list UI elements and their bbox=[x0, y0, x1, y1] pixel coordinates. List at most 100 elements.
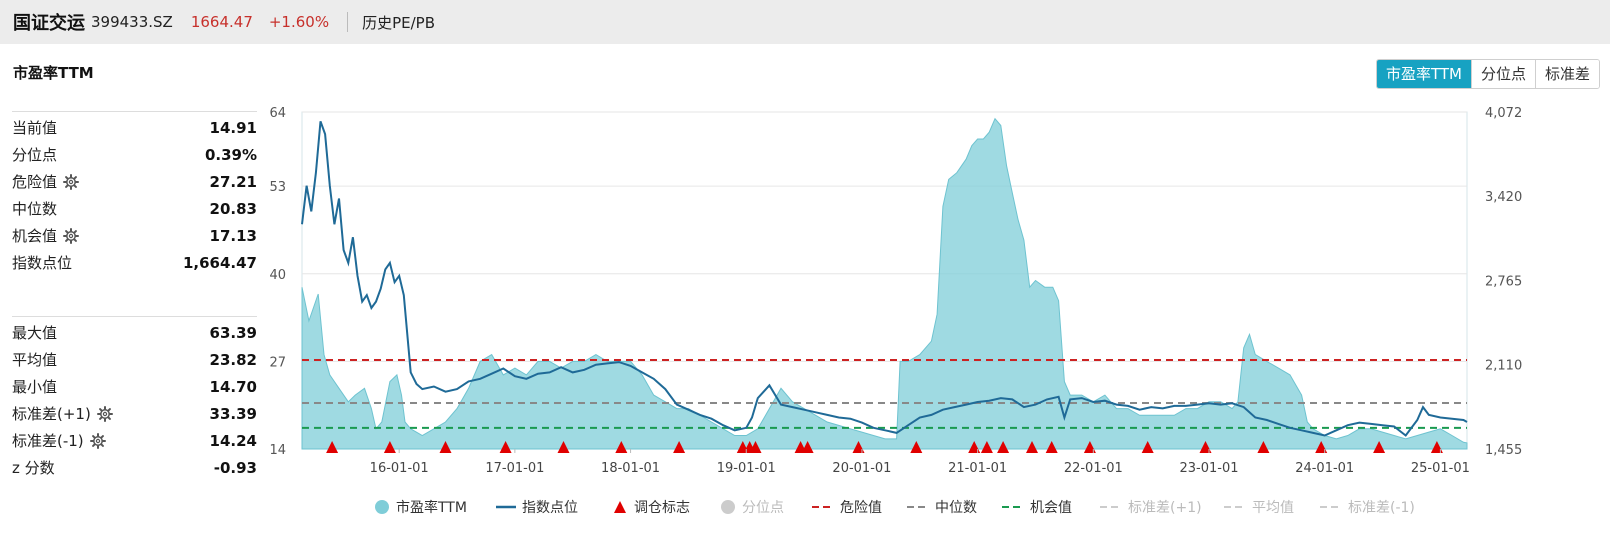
tab-percentile[interactable]: 分位点 bbox=[1470, 60, 1535, 88]
chart-subtitle: 市盈率TTM bbox=[13, 64, 94, 82]
index-code: 399433.SZ bbox=[91, 13, 173, 31]
index-name: 国证交运 bbox=[13, 13, 85, 34]
stats-panel-bottom: 最大值 63.39 平均值 23.82 最小值 14.70 标准差(+1) 33.39 标准差(… bbox=[12, 316, 257, 481]
circle-legend-icon bbox=[375, 500, 389, 514]
stat-row: 指数点位 1,664.47 bbox=[12, 249, 257, 276]
dash-legend-icon bbox=[812, 506, 834, 508]
legend-item[interactable]: 指数点位 bbox=[496, 497, 578, 517]
stat-row: 最小值 14.70 bbox=[12, 373, 257, 400]
stat-value: 14.91 bbox=[209, 118, 257, 137]
legend-label: 指数点位 bbox=[522, 500, 578, 516]
rebalance-marker bbox=[557, 441, 570, 453]
stat-label: 最大值 bbox=[12, 322, 57, 343]
metric-tabs: 市盈率TTM 分位点 标准差 bbox=[1375, 59, 1600, 89]
x-tick-label: 23-01-01 bbox=[1180, 461, 1239, 476]
rebalance-marker bbox=[749, 441, 762, 453]
stat-row: 机会值 17.13 bbox=[12, 222, 257, 249]
legend-item[interactable]: 危险值 bbox=[812, 497, 882, 517]
dash-legend-icon bbox=[1224, 506, 1246, 508]
stat-label-text: 当前值 bbox=[12, 119, 58, 137]
rebalance-marker bbox=[1141, 441, 1154, 453]
stat-value: 17.13 bbox=[209, 226, 257, 245]
rebalance-marker bbox=[1026, 441, 1038, 453]
triangle-legend-icon bbox=[614, 501, 626, 513]
y-left-tick-label: 64 bbox=[269, 106, 286, 121]
y-right-tick-label: 4,072 bbox=[1485, 106, 1522, 121]
index-line bbox=[301, 120, 1468, 437]
circle-legend-icon bbox=[721, 500, 735, 514]
x-tick-label: 16-01-01 bbox=[370, 461, 429, 476]
rebalance-marker bbox=[383, 441, 396, 453]
stat-row: 标准差(-1) 14.24 bbox=[12, 427, 257, 454]
rebalance-marker bbox=[615, 441, 628, 453]
legend-item[interactable]: 分位点 bbox=[720, 497, 784, 517]
stat-row: 中位数 20.83 bbox=[12, 195, 257, 222]
legend-label: 平均值 bbox=[1252, 500, 1294, 516]
legend-item[interactable]: 调仓标志 bbox=[612, 497, 690, 517]
legend-item[interactable]: 机会值 bbox=[1002, 497, 1072, 517]
stat-label: 标准差(+1) bbox=[12, 403, 113, 424]
legend-label: 分位点 bbox=[742, 500, 784, 516]
rebalance-marker bbox=[499, 441, 512, 453]
stat-label: 机会值 bbox=[12, 225, 80, 246]
stats-divider bbox=[12, 111, 257, 112]
legend-item[interactable]: 平均值 bbox=[1224, 497, 1294, 517]
tab-pe-ttm[interactable]: 市盈率TTM bbox=[1376, 60, 1471, 88]
rebalance-marker bbox=[997, 441, 1010, 453]
gear-icon[interactable] bbox=[89, 432, 106, 449]
chart-legend: 市盈率TTM 指数点位 调仓标志 分位点 危险值 中位数 机会值 标准差(+1) 平均值 标准差(… bbox=[0, 497, 1610, 519]
stat-value: -0.93 bbox=[213, 458, 257, 477]
stat-value: 63.39 bbox=[209, 323, 257, 342]
x-tick-label: 18-01-01 bbox=[601, 461, 660, 476]
gear-icon[interactable] bbox=[63, 227, 80, 244]
stat-value: 14.70 bbox=[209, 377, 257, 396]
x-tick-label: 17-01-01 bbox=[485, 461, 544, 476]
x-tick-label: 21-01-01 bbox=[948, 461, 1007, 476]
stat-label-text: 平均值 bbox=[12, 351, 58, 369]
legend-label: 中位数 bbox=[935, 500, 977, 516]
legend-label: 危险值 bbox=[840, 500, 882, 516]
x-tick-label: 20-01-01 bbox=[832, 461, 891, 476]
legend-item[interactable]: 市盈率TTM bbox=[374, 497, 467, 517]
stat-value: 0.39% bbox=[204, 145, 257, 164]
gear-icon[interactable] bbox=[96, 405, 113, 422]
legend-label: 标准差(+1) bbox=[1128, 500, 1202, 516]
gear-icon[interactable] bbox=[63, 173, 80, 190]
dash-legend-icon bbox=[1320, 506, 1342, 508]
rebalance-marker bbox=[1257, 441, 1270, 453]
dash-legend-icon bbox=[1100, 506, 1122, 508]
rebalance-marker bbox=[980, 441, 993, 453]
rebalance-marker bbox=[439, 441, 452, 453]
stat-label-text: z 分数 bbox=[12, 459, 55, 477]
legend-label: 标准差(-1) bbox=[1348, 500, 1415, 516]
section-title[interactable]: 历史PE/PB bbox=[362, 13, 436, 32]
legend-label: 机会值 bbox=[1030, 500, 1072, 516]
rebalance-marker bbox=[910, 441, 923, 453]
stats-divider bbox=[12, 316, 257, 317]
legend-item[interactable]: 中位数 bbox=[907, 497, 977, 517]
legend-item[interactable]: 标准差(-1) bbox=[1320, 497, 1415, 517]
dash-legend-icon bbox=[907, 506, 929, 508]
y-right-tick-label: 1,455 bbox=[1485, 443, 1522, 458]
tab-std-dev[interactable]: 标准差 bbox=[1534, 60, 1599, 88]
stat-label: 危险值 bbox=[12, 171, 80, 192]
stat-row: 最大值 63.39 bbox=[12, 319, 257, 346]
x-tick-label: 25-01-01 bbox=[1411, 461, 1470, 476]
stat-label: 指数点位 bbox=[12, 252, 72, 273]
stat-label-text: 最大值 bbox=[12, 324, 58, 342]
rebalance-marker bbox=[1199, 441, 1212, 453]
stat-value: 1,664.47 bbox=[182, 253, 257, 272]
stat-label-text: 中位数 bbox=[12, 200, 58, 218]
stats-panel-top: 当前值 14.91 分位点 0.39% 危险值 27.21 中位数 20.83 机会值 17.13… bbox=[12, 111, 257, 276]
legend-item[interactable]: 标准差(+1) bbox=[1100, 497, 1202, 517]
divider bbox=[347, 12, 349, 32]
line-legend-icon bbox=[496, 505, 516, 509]
rebalance-marker bbox=[1045, 441, 1058, 453]
stat-label-text: 机会值 bbox=[12, 227, 58, 245]
y-right-tick-label: 3,420 bbox=[1485, 190, 1522, 205]
stat-value: 23.82 bbox=[209, 350, 257, 369]
stat-label: 当前值 bbox=[12, 117, 57, 138]
stat-label-text: 标准差(+1) bbox=[12, 405, 91, 423]
dash-legend-icon bbox=[1002, 506, 1024, 508]
stat-row: 标准差(+1) 33.39 bbox=[12, 400, 257, 427]
